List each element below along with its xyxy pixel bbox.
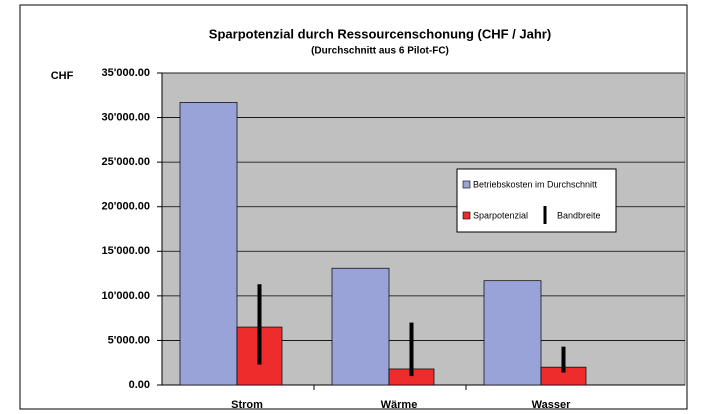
legend-label: Bandbreite [557, 210, 601, 220]
bar [179, 102, 238, 386]
y-tick-label: 20'000.00 [102, 201, 151, 213]
x-tick-label: Wasser [532, 399, 571, 411]
y-tick-label: 5'000.00 [108, 334, 150, 346]
legend-swatch [462, 180, 471, 189]
legend-box [456, 168, 617, 233]
y-tick-label: 10'000.00 [102, 290, 151, 302]
chart-title: Sparpotenzial durch Ressourcenschonung (… [209, 26, 551, 41]
bar [483, 280, 542, 386]
y-tick-label: 0.00 [129, 379, 150, 391]
y-tick-label: 25'000.00 [102, 156, 151, 168]
chart-subtitle: (Durchschnitt aus 6 Pilot-FC) [311, 46, 449, 57]
legend-label: Sparpotenzial [473, 210, 528, 220]
y-tick-label: 15'000.00 [102, 245, 151, 257]
legend-swatch [462, 211, 471, 220]
x-tick-label: Wärme [381, 399, 418, 411]
legend-label: Betriebskosten im Durchschnitt [473, 179, 598, 189]
y-tick-label: 30'000.00 [102, 111, 151, 123]
x-tick-label: Strom [231, 399, 263, 411]
bar [331, 267, 390, 386]
y-axis-label: CHF [51, 70, 74, 82]
y-tick-label: 35'000.00 [102, 67, 151, 79]
